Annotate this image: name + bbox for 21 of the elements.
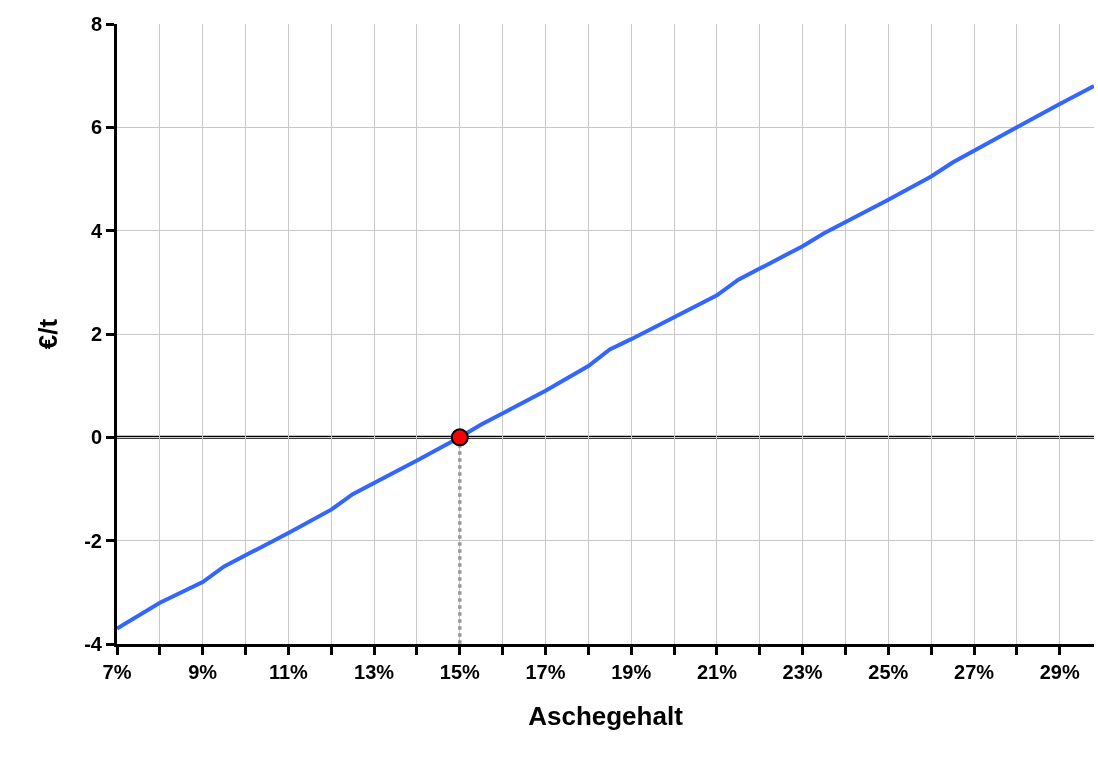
x-tick-label: 25% bbox=[868, 661, 909, 683]
x-tick-label: 23% bbox=[782, 661, 823, 683]
y-tick-label: 0 bbox=[90, 426, 102, 449]
x-tick-label: 19% bbox=[611, 661, 652, 683]
y-axis-title: €/t bbox=[32, 318, 63, 350]
x-axis-title: Aschegehalt bbox=[528, 700, 684, 731]
x-tick-label: 17% bbox=[525, 661, 566, 683]
x-tick-label: 11% bbox=[268, 661, 309, 683]
x-tick-label: 9% bbox=[188, 661, 218, 683]
y-tick-label: -4 bbox=[84, 633, 103, 655]
x-tick-label: 21% bbox=[696, 661, 738, 683]
y-tick-label: -2 bbox=[84, 529, 102, 552]
x-tick-label: 27% bbox=[954, 661, 995, 683]
y-tick-label: 8 bbox=[90, 13, 102, 35]
x-tick-label: 15% bbox=[439, 661, 481, 683]
y-tick-label: 2 bbox=[90, 323, 102, 345]
y-tick-label: 6 bbox=[90, 116, 102, 139]
x-tick-label: 7% bbox=[102, 661, 132, 683]
y-tick-label: 4 bbox=[90, 219, 103, 242]
x-tick-label: 29% bbox=[1039, 661, 1080, 683]
x-tick-label: 13% bbox=[354, 661, 395, 683]
